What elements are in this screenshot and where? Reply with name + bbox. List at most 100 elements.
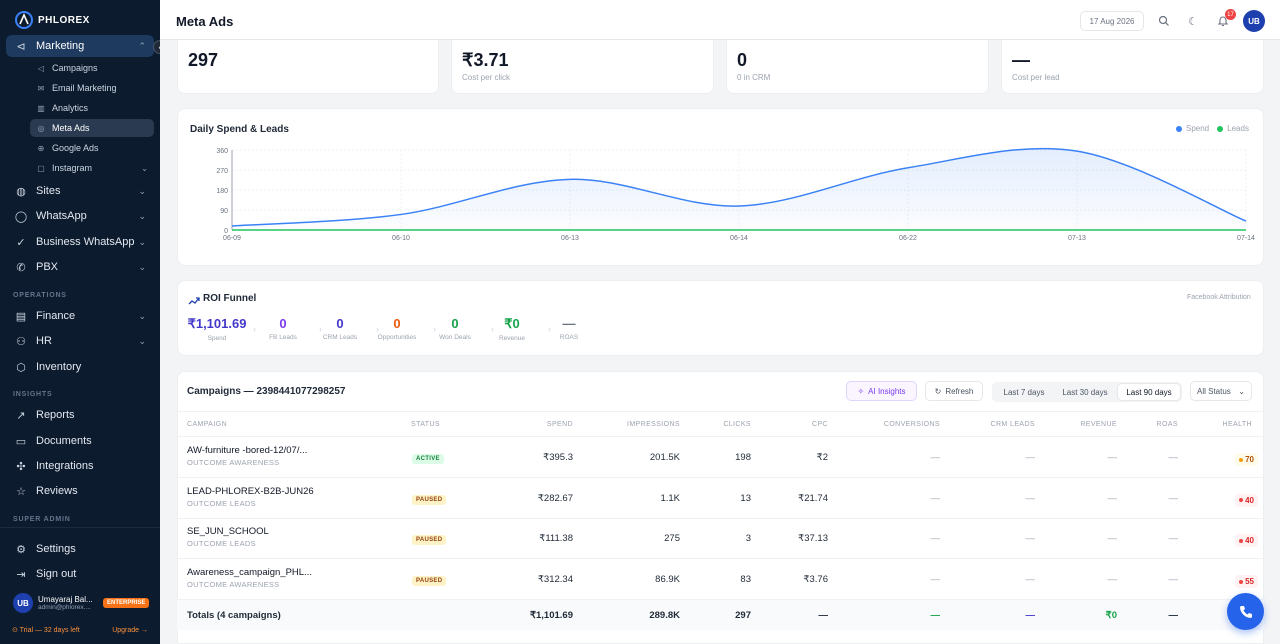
sidebar-item-reviews[interactable]: ☆ Reviews [6,480,154,502]
folder-icon: ▭ [15,435,27,448]
col-impressions: IMPRESSIONS [626,421,680,428]
collapse-sidebar-button[interactable]: ‹ [153,40,160,54]
bell-icon[interactable] [1216,14,1230,28]
x-tick-label: 06-22 [899,235,917,242]
chevron-right-icon: › [253,324,256,334]
call-button[interactable] [1227,593,1264,630]
cell-clicks: 83 [740,574,751,586]
health-dot [1239,538,1244,543]
x-tick-label: 06-14 [730,235,748,242]
cell-revenue: — [1107,574,1118,586]
chevron-down-icon: ⌄ [138,210,146,221]
avatar[interactable]: UB [1243,10,1265,32]
gear-icon: ⚙ [16,543,26,556]
cell-crm-leads: — [1025,492,1036,504]
chevron-right-icon: › [433,324,436,334]
upgrade-link[interactable]: Upgrade → [112,626,148,634]
funnel-step: 0 Opportunities [365,316,429,341]
funnel-label: FB Leads [269,334,297,341]
range-7-days[interactable]: Last 7 days [1003,387,1045,397]
cell-spend: ₹312.34 [537,574,573,586]
col-cpc: CPC [812,421,828,428]
cell-cpc: ₹21.74 [798,492,828,504]
y-tick-label: 0 [224,228,228,235]
totals-roas: — [1168,610,1179,621]
table-row[interactable]: AW-furniture -bored-12/07/... OUTCOME AWA… [187,445,307,467]
page-title: Meta Ads [176,14,234,29]
chevron-left-icon: ‹ [159,42,161,52]
health-value: 70 [1245,455,1254,464]
table-row[interactable]: LEAD-PHLOREX-B2B-JUN26 OUTCOME LEADS [187,486,314,508]
table-row[interactable]: Awareness_campaign_PHL... OUTCOME AWARENE… [187,567,312,589]
health-score: 40 [1235,493,1258,507]
sidebar-item-label: Reports [36,409,75,421]
status-filter-select[interactable]: All Status ⌄ [1190,381,1252,401]
status-filter-value: All Status [1197,386,1231,396]
campaign-name[interactable]: AW-furniture -bored-12/07/... [187,445,308,456]
x-tick-label: 06-10 [392,235,410,242]
health-value: 55 [1245,577,1254,587]
sidebar-item-marketing[interactable]: ⊲ Marketing ⌃ [6,35,154,57]
sidebar-item-finance[interactable]: ▤ Finance ⌄ [6,305,154,327]
campaign-name[interactable]: SE_JUN_SCHOOL [187,526,269,538]
sidebar-item-reports[interactable]: ↗ Reports [6,404,154,426]
date-range-selector: Last 7 days Last 30 days Last 90 days [992,382,1182,402]
chevron-right-icon: › [319,324,322,334]
sidebar-item-inventory[interactable]: ⬡ Inventory [6,356,154,378]
notification-count-badge: 17 [1225,9,1236,20]
funnel-label: Opportunities [377,334,417,341]
brand-logo[interactable]: PHLOREX [14,10,90,30]
bank-icon: ▤ [15,310,27,323]
totals-spend: ₹1,101.69 [529,610,573,621]
refresh-label: Refresh [945,386,974,396]
sidebar-item-settings[interactable]: ⚙ Settings [6,538,154,560]
sidebar-divider [0,527,160,528]
moon-icon[interactable]: ☾ [1188,15,1198,28]
col-status: STATUS [411,421,440,428]
spend-leads-chart: 0 90 180 270 360 06-09 06-10 06-13 06-14 06-22 07-… [216,147,1255,242]
campaign-name[interactable]: LEAD-PHLOREX-B2B-JUN26 [187,485,314,497]
section-label-super-admin: SUPER ADMIN [13,516,71,523]
chevron-right-icon: › [376,324,379,334]
user-email: admin@phlorex.... [38,604,91,611]
user-profile[interactable]: UB Umayaraj Bal... admin@phlorex.... ENT… [6,588,154,618]
sidebar-item-documents[interactable]: ▭ Documents [6,430,154,452]
sidebar-item-integrations[interactable]: ✣ Integrations [6,455,154,477]
stat-card-cpc: ₹3.71 Cost per click [451,40,714,94]
meta-icon: ◎ [37,123,45,133]
campaign-objective: OUTCOME AWARENESS [187,458,280,467]
sidebar-item-google-ads[interactable]: ⊕ Google Ads [30,139,154,157]
sidebar-item-business-whatsapp[interactable]: ✓ Business WhatsApp ⌄ [6,231,154,253]
table-row[interactable]: SE_JUN_SCHOOL OUTCOME LEADS [187,526,269,548]
sidebar-item-sites[interactable]: ◍ Sites ⌄ [6,180,154,202]
totals-conversions: — [930,610,941,621]
sidebar-item-campaigns[interactable]: ◁ Campaigns [30,59,154,77]
campaign-objective: OUTCOME LEADS [187,539,256,549]
cell-clicks: 3 [745,533,751,545]
refresh-button[interactable]: ↻ Refresh [925,381,983,401]
sidebar-item-whatsapp[interactable]: ◯ WhatsApp ⌄ [6,205,154,227]
date-picker[interactable]: 17 Aug 2026 [1080,11,1144,31]
status-badge: PAUSED [412,576,447,587]
status-badge: PAUSED [412,494,447,505]
sidebar-item-email-marketing[interactable]: ✉ Email Marketing [30,79,154,97]
totals-crm-leads: — [1025,610,1036,621]
sidebar-item-signout[interactable]: ⇥ Sign out [6,563,154,585]
campaigns-title: Campaigns — 2398441077298257 [187,386,346,397]
sidebar-item-hr[interactable]: ⚇ HR ⌄ [6,330,154,352]
sidebar-item-label: Email Marketing [52,83,117,93]
campaign-name[interactable]: Awareness_campaign_PHL... [187,567,312,579]
sidebar-item-meta-ads[interactable]: ◎ Meta Ads [30,119,154,137]
funnel-step: ₹0 Revenue [480,316,544,342]
ai-insights-button[interactable]: ✧ AI Insights [846,381,917,401]
range-90-days[interactable]: Last 90 days [1118,384,1180,400]
sidebar-item-pbx[interactable]: ✆ PBX ⌄ [6,256,154,278]
sidebar-item-label: Campaigns [52,63,98,73]
trend-icon: ↗ [16,409,26,422]
sidebar-item-instagram[interactable]: ▢ Instagram ⌄ [30,159,154,177]
search-icon[interactable] [1157,14,1171,28]
sidebar-item-analytics[interactable]: ▥ Analytics [30,99,154,117]
sidebar-item-label: Reviews [36,485,78,497]
range-30-days[interactable]: Last 30 days [1062,387,1108,397]
avatar: UB [13,593,33,613]
